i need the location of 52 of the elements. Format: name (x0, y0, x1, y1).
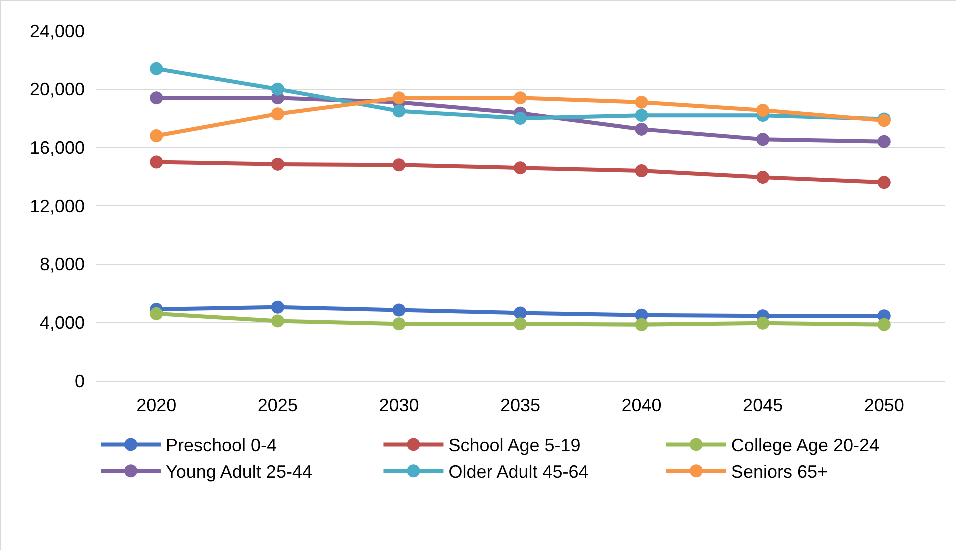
legend-label: Young Adult 25-44 (166, 462, 312, 482)
legend-label: Older Adult 45-64 (448, 462, 589, 482)
point (878, 135, 891, 148)
point (392, 304, 406, 317)
point (756, 171, 770, 184)
y-tick-label: 20,000 (30, 80, 85, 100)
point (514, 162, 527, 175)
legend-label: Preschool 0-4 (166, 436, 278, 456)
y-tick-label: 8,000 (40, 254, 85, 275)
point (150, 92, 164, 105)
point (514, 92, 527, 105)
point (271, 314, 284, 328)
legend-label: School Age 5-19 (448, 436, 581, 456)
y-tick-label: 4,000 (40, 312, 85, 333)
point (635, 109, 648, 122)
point (150, 130, 164, 142)
point (271, 108, 284, 121)
x-tick-label: 2045 (743, 396, 784, 416)
point (392, 318, 406, 331)
point (514, 318, 527, 331)
y-tick-label: 0 (74, 371, 85, 392)
point (878, 318, 891, 332)
point (514, 306, 527, 320)
point (635, 318, 648, 332)
legend-label: College Age 20-24 (731, 436, 880, 456)
point (756, 316, 770, 330)
x-tick-label: 2040 (622, 396, 662, 416)
point (392, 158, 406, 172)
x-tick-label: 2030 (379, 396, 420, 416)
x-tick-label: 2020 (136, 396, 177, 416)
x-tick-label: 2025 (258, 396, 298, 416)
point (271, 82, 284, 96)
point (756, 104, 770, 117)
point (392, 104, 406, 118)
point (150, 156, 164, 169)
point (271, 300, 284, 314)
y-tick-label: 24,000 (30, 21, 85, 42)
point (635, 122, 648, 136)
point (878, 176, 891, 190)
point (514, 112, 527, 125)
x-tick-label: 2050 (864, 396, 904, 416)
point (392, 92, 406, 105)
y-tick-label: 12,000 (30, 196, 85, 216)
point (150, 62, 164, 76)
x-tick-label: 2035 (500, 396, 541, 416)
point (271, 158, 284, 171)
point (150, 307, 164, 320)
legend-label: Seniors 65+ (731, 462, 828, 482)
y-tick-label: 16,000 (30, 138, 85, 158)
point (756, 133, 770, 146)
point (635, 96, 648, 109)
point (635, 164, 648, 178)
